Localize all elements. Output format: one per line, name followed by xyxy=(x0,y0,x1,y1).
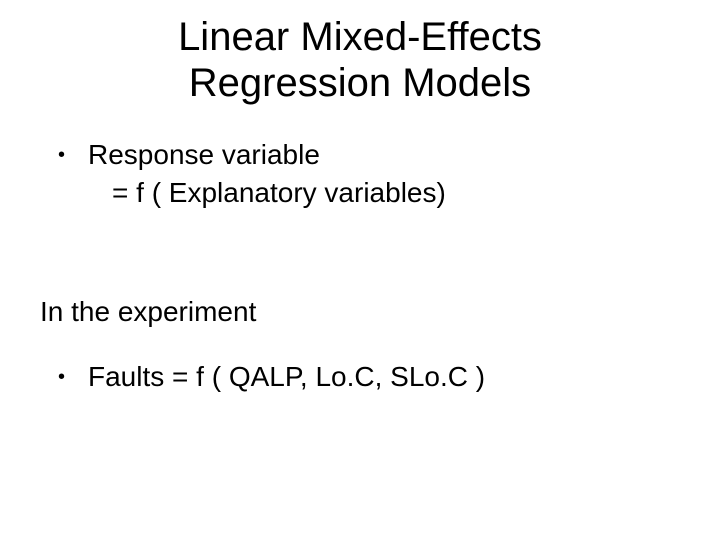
slide: Linear Mixed-Effects Regression Models •… xyxy=(0,0,720,540)
bullet-dot-icon: • xyxy=(58,136,88,174)
slide-title: Linear Mixed-Effects Regression Models xyxy=(0,14,720,106)
body-block-2: • Faults = f ( QALP, Lo.C, SLo.C ) xyxy=(58,358,658,396)
bullet-item-1: • Response variable xyxy=(58,136,658,174)
title-line-1: Linear Mixed-Effects xyxy=(0,14,720,60)
bullet-1-line-1: Response variable xyxy=(88,136,658,174)
title-line-2: Regression Models xyxy=(0,60,720,106)
bullet-1-line-2: = f ( Explanatory variables) xyxy=(58,174,658,212)
section-heading: In the experiment xyxy=(40,296,680,328)
body-block-1: • Response variable = f ( Explanatory va… xyxy=(58,136,658,212)
bullet-dot-icon: • xyxy=(58,358,88,396)
bullet-2-text: Faults = f ( QALP, Lo.C, SLo.C ) xyxy=(88,358,658,396)
bullet-item-2: • Faults = f ( QALP, Lo.C, SLo.C ) xyxy=(58,358,658,396)
